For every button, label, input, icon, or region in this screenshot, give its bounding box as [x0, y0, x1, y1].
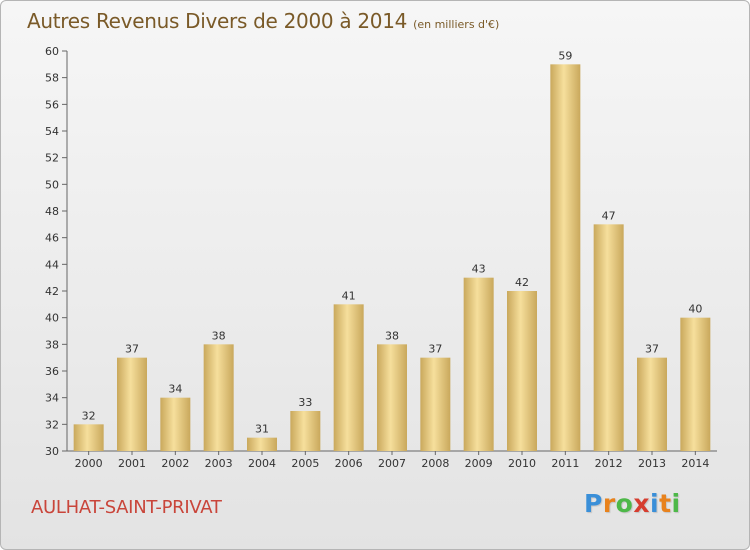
bar-value-label: 37 [125, 343, 139, 356]
x-tick-label: 2007 [378, 457, 406, 470]
bar-value-label: 34 [168, 383, 182, 396]
x-tick-label: 2010 [508, 457, 536, 470]
y-tick-label: 46 [45, 232, 59, 245]
x-tick-label: 2004 [248, 457, 276, 470]
bar-value-label: 43 [472, 263, 486, 276]
y-tick-label: 34 [45, 392, 59, 405]
chart-title-block: Autres Revenus Divers de 2000 à 2014 (en … [27, 9, 499, 33]
bar-value-label: 37 [645, 343, 659, 356]
y-tick-label: 50 [45, 178, 59, 191]
y-tick-label: 32 [45, 418, 59, 431]
logo-letter: P [584, 489, 603, 518]
bar-2011[interactable] [550, 64, 581, 452]
bar-2005[interactable] [290, 411, 321, 451]
bar-value-label: 38 [212, 329, 226, 342]
bar-2007[interactable] [377, 344, 407, 451]
bar-2003[interactable] [203, 344, 234, 451]
y-tick-label: 54 [45, 125, 59, 138]
bar-2006[interactable] [333, 304, 364, 451]
y-tick-label: 30 [45, 445, 59, 458]
bar-value-label: 42 [515, 276, 529, 289]
bar-value-label: 59 [558, 49, 572, 62]
bar-2004[interactable] [247, 437, 277, 451]
x-tick-label: 2014 [681, 457, 709, 470]
x-tick-label: 2008 [421, 457, 449, 470]
bar-value-label: 33 [298, 396, 312, 409]
x-tick-label: 2000 [75, 457, 103, 470]
bar-2009[interactable] [463, 277, 494, 451]
bar-2000[interactable] [73, 424, 104, 451]
bar-2008[interactable] [420, 357, 451, 451]
y-tick-label: 60 [45, 45, 59, 58]
logo-letter: i [671, 489, 681, 518]
y-tick-label: 58 [45, 72, 59, 85]
y-tick-label: 38 [45, 338, 59, 351]
x-tick-label: 2013 [638, 457, 666, 470]
logo-letter: r [602, 489, 616, 518]
y-tick-label: 48 [45, 205, 59, 218]
bar-value-label: 40 [688, 303, 702, 316]
x-tick-label: 2002 [161, 457, 189, 470]
x-tick-label: 2012 [595, 457, 623, 470]
x-tick-label: 2003 [205, 457, 233, 470]
bar-2010[interactable] [507, 291, 537, 451]
y-tick-label: 40 [45, 312, 59, 325]
commune-name: AULHAT-SAINT-PRIVAT [31, 497, 222, 518]
bar-value-label: 41 [342, 289, 356, 302]
x-tick-label: 2006 [335, 457, 363, 470]
x-tick-label: 2005 [291, 457, 319, 470]
bar-2002[interactable] [160, 397, 191, 451]
bar-2014[interactable] [680, 317, 711, 451]
axes: 30 32 34 36 38 40 42 44 46 48 50 52 54 56 58 60 2000 2001… [45, 45, 717, 470]
x-tick-label: 2001 [118, 457, 146, 470]
y-tick-label: 52 [45, 152, 59, 165]
logo-letter: o [615, 489, 634, 518]
y-tick-label: 44 [45, 258, 59, 271]
chart-title: Autres Revenus Divers de 2000 à 2014 [27, 9, 408, 33]
bar-value-label: 31 [255, 423, 269, 436]
bar-value-label: 37 [428, 343, 442, 356]
bar-value-label: 47 [602, 209, 616, 222]
bars: 32 37 34 38 31 33 41 38 37 43 42 59 47 37 40 [73, 49, 711, 452]
proxiti-logo[interactable]: Proxiti [584, 489, 681, 518]
bar-value-label: 32 [82, 409, 96, 422]
logo-letter: x [633, 489, 650, 518]
chart-subtitle: (en milliers d'€) [413, 18, 500, 31]
y-tick-label: 42 [45, 285, 59, 298]
bar-2001[interactable] [117, 357, 147, 451]
bar-2013[interactable] [637, 357, 667, 451]
x-tick-label: 2009 [465, 457, 493, 470]
bar-2012[interactable] [593, 224, 624, 451]
y-tick-label: 36 [45, 365, 59, 378]
logo-letter: i [650, 489, 660, 518]
bar-value-label: 38 [385, 329, 399, 342]
logo-letter: t [659, 489, 672, 518]
y-tick-label: 56 [45, 98, 59, 111]
x-tick-label: 2011 [551, 457, 579, 470]
